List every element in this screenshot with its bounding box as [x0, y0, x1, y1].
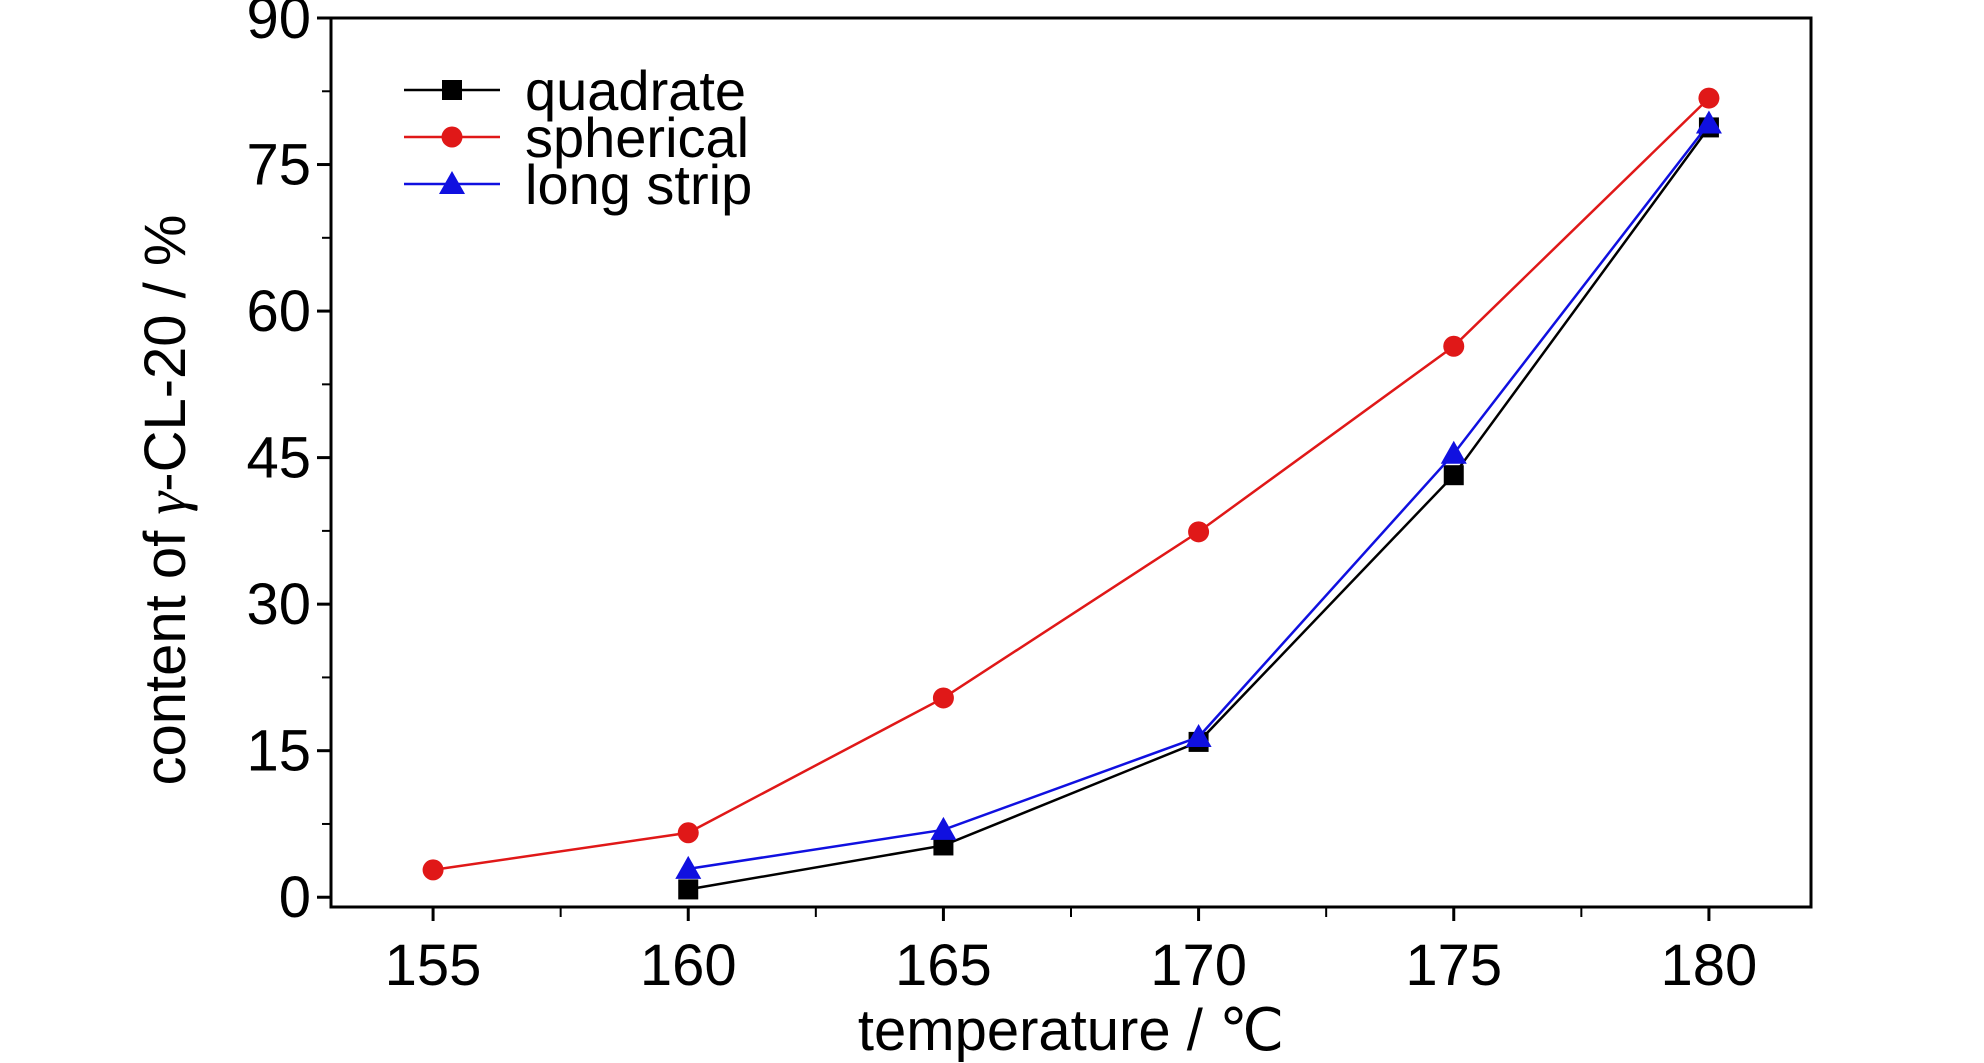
legend-item-long-strip: long strip [404, 153, 752, 216]
data-point-long-strip-165 [930, 816, 957, 840]
legend-label-spherical: spherical [525, 106, 749, 169]
legend-label-long-strip: long strip [525, 153, 752, 216]
y-tick-label-60: 60 [246, 279, 311, 344]
data-point-long-strip-180 [1695, 110, 1722, 134]
x-tick-label-155: 155 [385, 933, 482, 998]
series-quadrate [678, 117, 1719, 900]
axis-ticks: 155 160 165 170 175 180 0 15 30 45 60 75 90 [246, 0, 1757, 998]
data-point-quadrate-160 [678, 879, 699, 900]
y-tick-label-0: 0 [279, 865, 311, 930]
series-long-strip [675, 110, 1722, 879]
x-tick-label-175: 175 [1405, 933, 1502, 998]
data-point-spherical-180 [1698, 87, 1720, 109]
legend-marker-quadrate [442, 80, 462, 100]
data-point-spherical-170 [1188, 521, 1210, 543]
data-point-long-strip-170 [1185, 724, 1212, 748]
series-line-quadrate [688, 126, 1710, 891]
y-axis-title-prefix: content of [133, 515, 198, 786]
data-point-long-strip-175 [1440, 440, 1467, 464]
data-point-long-strip-160 [675, 855, 702, 879]
y-axis-title: content of γ-CL-20 / % [133, 215, 198, 786]
y-tick-label-75: 75 [246, 133, 311, 198]
series-spherical [422, 87, 1720, 881]
x-tick-label-170: 170 [1150, 933, 1247, 998]
data-point-quadrate-165 [933, 835, 954, 856]
y-axis-title-suffix: -CL-20 / % [133, 215, 198, 492]
x-tick-label-180: 180 [1661, 933, 1758, 998]
data-point-spherical-160 [677, 822, 699, 844]
data-point-spherical-175 [1443, 335, 1465, 357]
y-tick-label-15: 15 [246, 719, 311, 784]
data-point-spherical-155 [422, 859, 444, 881]
legend-marker-spherical [441, 126, 463, 148]
data-point-quadrate-175 [1443, 465, 1464, 486]
legend-label-quadrate: quadrate [525, 59, 746, 122]
y-tick-label-45: 45 [246, 426, 311, 491]
y-axis-title-symbol: γ [133, 490, 198, 515]
data-point-spherical-165 [932, 687, 954, 709]
x-tick-label-165: 165 [895, 933, 992, 998]
y-tick-label-30: 30 [246, 572, 311, 637]
legend-item-quadrate: quadrate [404, 59, 746, 122]
x-axis-title: temperature / ℃ [858, 998, 1284, 1063]
series-line-spherical [432, 97, 1710, 872]
series-group [422, 87, 1722, 900]
legend-marker-long-strip [439, 171, 465, 194]
x-tick-label-160: 160 [640, 933, 737, 998]
y-tick-label-90: 90 [246, 0, 311, 51]
legend-item-spherical: spherical [404, 106, 749, 169]
series-line-long-strip [688, 122, 1710, 871]
